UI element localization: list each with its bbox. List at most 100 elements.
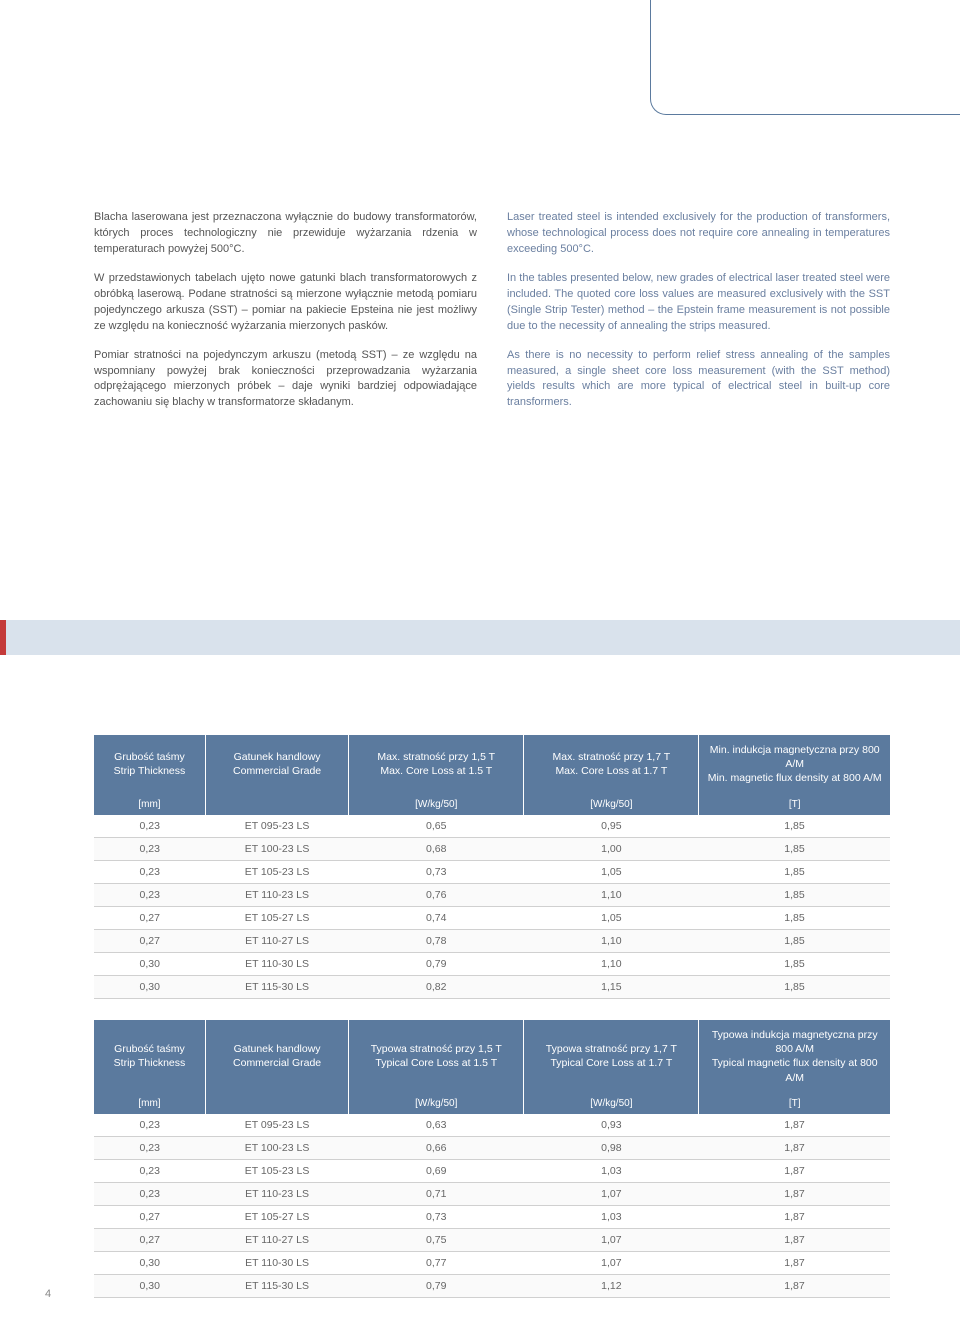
table-cell: 0,73 — [349, 861, 524, 884]
right-p1: Laser treated steel is intended exclusiv… — [507, 210, 890, 258]
table-cell: 1,15 — [524, 976, 699, 999]
table-cell: 0,74 — [349, 907, 524, 930]
table-2-wrap: Grubość taśmyStrip Thickness Gatunek han… — [94, 1020, 890, 1298]
table-cell: ET 110-23 LS — [205, 1183, 348, 1206]
table-cell: 0,27 — [94, 930, 205, 953]
table-cell: ET 105-27 LS — [205, 907, 348, 930]
table-cell: ET 105-27 LS — [205, 1206, 348, 1229]
table-1: Grubość taśmyStrip Thickness Gatunek han… — [94, 735, 890, 999]
t2-h1: Gatunek handlowyCommercial Grade — [205, 1020, 348, 1093]
t1-h3: Max. stratność przy 1,7 TMax. Core Loss … — [524, 735, 699, 794]
table-cell: 1,03 — [524, 1206, 699, 1229]
table-cell: 0,71 — [349, 1183, 524, 1206]
table-cell: 0,65 — [349, 815, 524, 838]
table-cell: 0,23 — [94, 1160, 205, 1183]
table-cell: 1,87 — [699, 1252, 890, 1275]
table-cell: 1,85 — [699, 907, 890, 930]
table-cell: 1,10 — [524, 930, 699, 953]
table-cell: 1,10 — [524, 953, 699, 976]
table-cell: 1,07 — [524, 1183, 699, 1206]
table-cell: 0,23 — [94, 815, 205, 838]
table-cell: ET 110-27 LS — [205, 1229, 348, 1252]
t1-body: 0,23ET 095-23 LS0,650,951,850,23ET 100-2… — [94, 815, 890, 999]
table-cell: 1,87 — [699, 1275, 890, 1298]
table-cell: 0,77 — [349, 1252, 524, 1275]
table-cell: 1,03 — [524, 1160, 699, 1183]
t1-h0: Grubość taśmyStrip Thickness — [94, 735, 205, 794]
table-cell: 0,23 — [94, 838, 205, 861]
table-cell: ET 100-23 LS — [205, 838, 348, 861]
table-cell: ET 110-30 LS — [205, 953, 348, 976]
table-row: 0,23ET 105-23 LS0,731,051,85 — [94, 861, 890, 884]
table-row: 0,23ET 100-23 LS0,681,001,85 — [94, 838, 890, 861]
table-cell: 0,23 — [94, 884, 205, 907]
t2-u0: [mm] — [94, 1093, 205, 1115]
table-cell: 1,85 — [699, 976, 890, 999]
t1-u3: [W/kg/50] — [524, 794, 699, 816]
t2-h2: Typowa stratność przy 1,5 TTypical Core … — [349, 1020, 524, 1093]
table-2: Grubość taśmyStrip Thickness Gatunek han… — [94, 1020, 890, 1298]
table-1-wrap: Grubość taśmyStrip Thickness Gatunek han… — [94, 735, 890, 999]
t2-h0: Grubość taśmyStrip Thickness — [94, 1020, 205, 1093]
table-cell: ET 110-23 LS — [205, 884, 348, 907]
table-row: 0,23ET 110-23 LS0,711,071,87 — [94, 1183, 890, 1206]
table-cell: 0,23 — [94, 1183, 205, 1206]
left-p1: Blacha laserowana jest przeznaczona wyłą… — [94, 210, 477, 258]
table-cell: 1,85 — [699, 861, 890, 884]
table-cell: 1,85 — [699, 953, 890, 976]
table-cell: 0,27 — [94, 907, 205, 930]
right-p2: In the tables presented below, new grade… — [507, 271, 890, 335]
table-cell: 0,23 — [94, 861, 205, 884]
table-cell: 0,63 — [349, 1114, 524, 1137]
table-cell: 1,87 — [699, 1160, 890, 1183]
t1-u0: [mm] — [94, 794, 205, 816]
table-row: 0,30ET 110-30 LS0,771,071,87 — [94, 1252, 890, 1275]
table-cell: 0,66 — [349, 1137, 524, 1160]
table-cell: ET 110-27 LS — [205, 930, 348, 953]
table-row: 0,30ET 115-30 LS0,821,151,85 — [94, 976, 890, 999]
table-cell: 0,79 — [349, 953, 524, 976]
t2-u4: [T] — [699, 1093, 890, 1115]
table-cell: 1,05 — [524, 861, 699, 884]
t1-u1 — [205, 794, 348, 816]
table-cell: 0,30 — [94, 1252, 205, 1275]
table-cell: 1,87 — [699, 1206, 890, 1229]
table-row: 0,23ET 105-23 LS0,691,031,87 — [94, 1160, 890, 1183]
table-row: 0,23ET 095-23 LS0,630,931,87 — [94, 1114, 890, 1137]
table-row: 0,23ET 100-23 LS0,660,981,87 — [94, 1137, 890, 1160]
table-row: 0,23ET 095-23 LS0,650,951,85 — [94, 815, 890, 838]
table-cell: 1,10 — [524, 884, 699, 907]
blue-band — [0, 620, 960, 655]
left-p3: Pomiar stratności na pojedynczym arkuszu… — [94, 348, 477, 412]
t1-h1: Gatunek handlowyCommercial Grade — [205, 735, 348, 794]
right-column: Laser treated steel is intended exclusiv… — [507, 210, 890, 424]
t1-u2: [W/kg/50] — [349, 794, 524, 816]
t2-body: 0,23ET 095-23 LS0,630,931,870,23ET 100-2… — [94, 1114, 890, 1298]
table-cell: ET 105-23 LS — [205, 1160, 348, 1183]
t1-u4: [T] — [699, 794, 890, 816]
table-cell: ET 100-23 LS — [205, 1137, 348, 1160]
t2-u2: [W/kg/50] — [349, 1093, 524, 1115]
table-cell: 0,75 — [349, 1229, 524, 1252]
table-cell: 1,00 — [524, 838, 699, 861]
t2-u3: [W/kg/50] — [524, 1093, 699, 1115]
table-cell: 0,76 — [349, 884, 524, 907]
table-cell: 0,69 — [349, 1160, 524, 1183]
table-cell: 1,85 — [699, 838, 890, 861]
table-cell: ET 110-30 LS — [205, 1252, 348, 1275]
page-number: 4 — [45, 1288, 51, 1300]
table-cell: 0,27 — [94, 1206, 205, 1229]
table-cell: 0,23 — [94, 1137, 205, 1160]
table-cell: 0,98 — [524, 1137, 699, 1160]
red-accent-bar — [0, 620, 6, 655]
table-cell: 0,82 — [349, 976, 524, 999]
table-cell: ET 115-30 LS — [205, 1275, 348, 1298]
table-row: 0,27ET 110-27 LS0,781,101,85 — [94, 930, 890, 953]
table-cell: 1,85 — [699, 884, 890, 907]
table-row: 0,27ET 105-27 LS0,741,051,85 — [94, 907, 890, 930]
table-cell: ET 105-23 LS — [205, 861, 348, 884]
table-cell: 1,07 — [524, 1252, 699, 1275]
left-column: Blacha laserowana jest przeznaczona wyłą… — [94, 210, 477, 424]
t2-h3: Typowa stratność przy 1,7 TTypical Core … — [524, 1020, 699, 1093]
table-row: 0,27ET 110-27 LS0,751,071,87 — [94, 1229, 890, 1252]
